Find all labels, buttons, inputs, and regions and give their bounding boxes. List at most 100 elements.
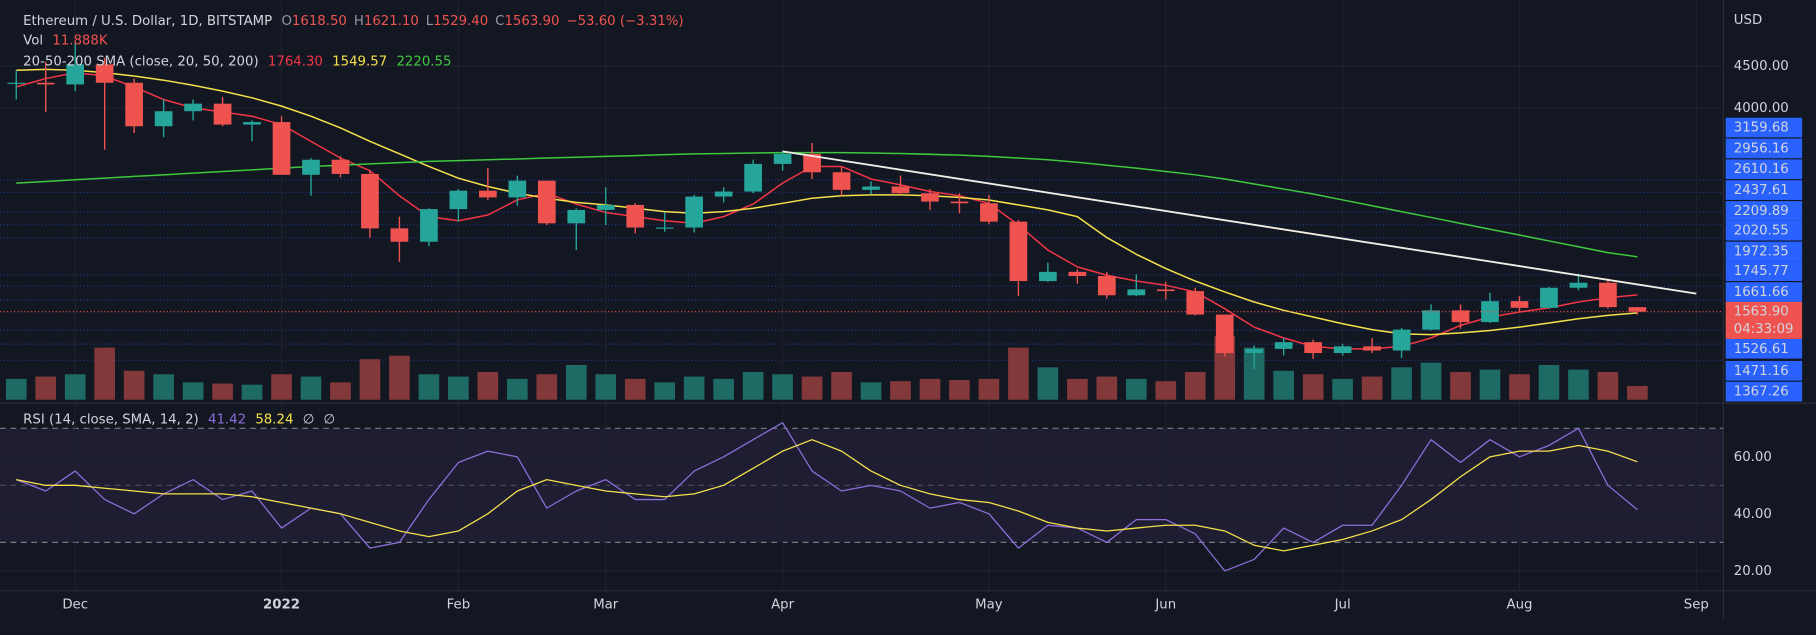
volume-bar — [890, 381, 911, 400]
x-tick-label: Mar — [593, 598, 619, 613]
volume-bar — [654, 382, 676, 400]
volume-bar — [330, 382, 351, 400]
volume-bar — [1243, 347, 1265, 400]
ohlc-label: O — [281, 14, 291, 29]
level-label-bg — [1725, 201, 1803, 221]
level-label-bg — [1725, 241, 1803, 262]
volume-bar — [1067, 378, 1088, 400]
candle-body — [862, 186, 880, 190]
ohlc-value: 1563.90 — [504, 14, 559, 29]
volume-bar — [624, 378, 646, 400]
x-tick-label: May — [975, 598, 1003, 613]
volume-legend: Vol 11.888K — [23, 34, 108, 49]
candle-body — [95, 64, 114, 83]
volume-bar — [1479, 369, 1501, 400]
level-label-bg — [1725, 220, 1803, 241]
rsi-legend: RSI (14, close, SMA, 14, 2) 41.42 58.24 ∅ ∅ — [23, 412, 335, 427]
volume-bar — [1627, 385, 1648, 400]
level-label: 1471.16 — [1734, 364, 1789, 379]
candle-body — [596, 204, 615, 210]
rsi-tick-label: 20.00 — [1734, 564, 1772, 579]
level-label: 1745.77 — [1734, 264, 1789, 279]
level-label: 3159.68 — [1734, 121, 1789, 136]
symbol: Ethereum / U.S. Dollar, 1D, BITSTAMP — [23, 14, 272, 29]
level-label: 2209.89 — [1734, 204, 1789, 219]
candle-body — [1186, 291, 1205, 315]
candle-body — [626, 204, 645, 228]
volume-bar — [713, 378, 734, 400]
candle-body — [66, 64, 85, 85]
candle-body — [36, 82, 55, 85]
rsi-tick-label: 40.00 — [1734, 507, 1772, 522]
x-tick-label: 2022 — [263, 598, 300, 613]
volume-bar — [949, 380, 970, 400]
rsi-value: ∅ — [324, 412, 336, 427]
candle-body — [420, 209, 438, 242]
volume-bar — [1509, 374, 1530, 400]
level-label: 1661.66 — [1734, 285, 1789, 300]
candle-body — [1156, 289, 1175, 292]
level-label: 2956.16 — [1734, 141, 1789, 156]
candle-body — [832, 172, 851, 190]
volume-bar — [1450, 371, 1471, 400]
volume-bar — [182, 382, 204, 400]
candle-body — [331, 159, 350, 174]
volume-bar — [1125, 378, 1147, 400]
volume-bar — [300, 376, 322, 400]
candle-body — [1510, 301, 1529, 308]
level-label: 2437.61 — [1734, 183, 1789, 198]
volume-bar — [919, 378, 941, 400]
sma-name: 20-50-200 SMA (close, 20, 50, 200) — [23, 55, 258, 70]
candle-body — [714, 191, 733, 197]
volume-bar — [477, 371, 499, 400]
candle-body — [1569, 282, 1588, 288]
y-tick-label: 4000.00 — [1734, 101, 1789, 116]
change: −53.60 (−3.31%) — [566, 14, 683, 29]
candle-body — [1215, 314, 1234, 354]
candle-body — [744, 163, 762, 192]
candle-body — [921, 193, 939, 202]
volume-bar — [64, 374, 86, 400]
candle-body — [891, 186, 910, 194]
candle-body — [773, 153, 792, 164]
volume-name: Vol — [23, 34, 43, 49]
level-label-bg — [1725, 180, 1803, 200]
rsi-line — [16, 439, 1638, 552]
volume-bar — [1568, 369, 1589, 400]
ohlc-value: 1529.40 — [433, 14, 488, 29]
level-label-bg — [1725, 138, 1803, 159]
sma-value: 1549.57 — [332, 55, 387, 70]
level-label: 2020.55 — [1734, 224, 1789, 239]
candle-body — [125, 82, 143, 127]
level-label-bg — [1725, 381, 1803, 402]
volume-bar — [359, 359, 381, 400]
level-label-bg — [1725, 159, 1803, 180]
candle-body — [243, 122, 261, 125]
candle-body — [154, 111, 173, 127]
level-label-bg — [1725, 282, 1803, 302]
candle-body — [537, 180, 556, 224]
sma-value: 2220.55 — [396, 55, 451, 70]
volume-bar — [831, 371, 852, 400]
candle-body — [655, 227, 674, 229]
volume-bar — [212, 383, 233, 400]
rsi-line — [15, 422, 1638, 572]
ohlc-label: C — [495, 14, 504, 29]
currency: USD — [1734, 13, 1762, 28]
volume-bar — [418, 374, 440, 400]
volume-bar — [536, 374, 558, 400]
volume-bar — [448, 376, 469, 400]
volume-bar — [1302, 374, 1324, 400]
candle-body — [1599, 282, 1617, 308]
volume-bar — [1096, 376, 1118, 400]
level-label-bg — [1725, 261, 1803, 282]
level-label: 2610.16 — [1734, 162, 1789, 177]
candle-body — [1097, 276, 1116, 296]
y-tick-label: 4500.00 — [1734, 59, 1789, 74]
x-tick-label: Aug — [1506, 598, 1532, 613]
volume-value: 11.888K — [52, 34, 108, 49]
level-label-bg — [1725, 117, 1803, 138]
x-tick-label: Dec — [62, 598, 88, 613]
volume-bar — [565, 364, 587, 400]
volume-bar — [1597, 371, 1619, 400]
